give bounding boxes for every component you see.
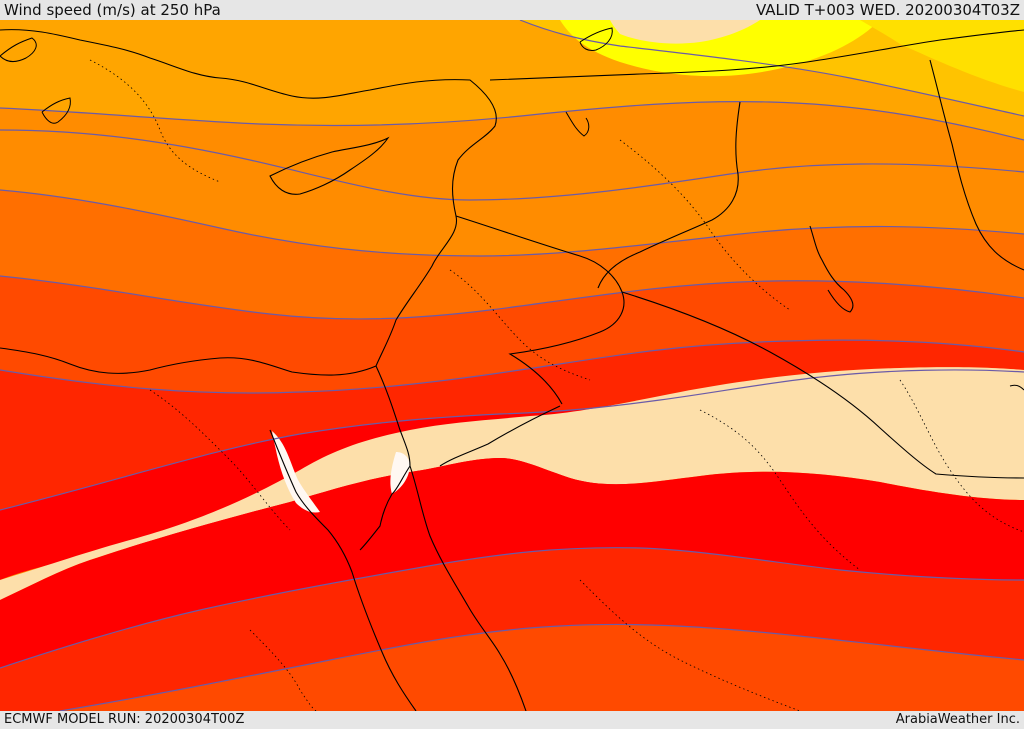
map-title: Wind speed (m/s) at 250 hPa (4, 1, 221, 19)
wind-speed-map (0, 20, 1024, 711)
wind-band-orange-dark (0, 190, 1024, 319)
valid-time: VALID T+003 WED. 20200304T03Z (755, 1, 1020, 19)
wind-band-red-south (0, 458, 1024, 668)
contour-line-7 (0, 369, 1024, 511)
northern-coastline (0, 29, 497, 367)
syria-iraq-border (597, 101, 741, 289)
footer-bar: ECMWF MODEL RUN: 20200304T00Z ArabiaWeat… (0, 711, 1024, 729)
white-patch-west (272, 431, 320, 513)
jet-band-yellow-east (860, 20, 1024, 92)
internal-boundaries (89, 59, 1024, 711)
map-panel (0, 20, 1024, 711)
lake-iraq (809, 225, 854, 313)
aegean-islands (0, 37, 37, 63)
dotted-boundary-3 (449, 269, 591, 381)
dotted-boundary-7 (249, 629, 317, 711)
contour-line-4 (0, 189, 1024, 257)
light-patch-north (610, 20, 760, 44)
sinai-west-coast (375, 365, 411, 467)
wind-band-red-orange-south (60, 624, 1024, 711)
coastlines-and-borders (0, 29, 1024, 711)
low-wind-tongue (0, 367, 1024, 600)
gulf-coast-fragment (1009, 384, 1024, 391)
lake-fragment (565, 111, 590, 137)
contour-line-1 (0, 101, 1024, 141)
red-sea-east-coast (409, 465, 527, 711)
header-bar: Wind speed (m/s) at 250 hPa VALID T+003 … (0, 0, 1024, 20)
contour-line-3 (0, 129, 1024, 201)
saudi-border-west (439, 405, 561, 467)
isotach-contours (0, 20, 1024, 711)
gulf-aqaba-coast (359, 465, 411, 551)
contour-line-8 (0, 547, 1024, 669)
contour-line-2 (519, 20, 1024, 117)
white-patch-central (390, 452, 410, 494)
wind-band-red-orange (0, 276, 1024, 394)
model-run-label: ECMWF MODEL RUN: 20200304T00Z (4, 712, 245, 727)
coastal-details (0, 27, 1024, 391)
dotted-boundary-4 (619, 139, 791, 311)
jordan-border (455, 215, 625, 405)
contour-line-9 (59, 623, 1024, 711)
egypt-coastline (0, 347, 377, 376)
black-sea-coast-fragment (579, 27, 613, 51)
iran-border (929, 59, 1024, 271)
credit-label: ArabiaWeather Inc. (895, 712, 1020, 727)
saudi-iraq-border (621, 291, 1024, 479)
red-sea-west-coast (269, 429, 417, 711)
cyprus-outline (269, 136, 390, 195)
contour-line-6 (0, 339, 1024, 394)
rhodes-outline (41, 97, 71, 124)
dotted-boundary-6 (899, 379, 1024, 533)
turkey-syria-border (489, 29, 1024, 81)
